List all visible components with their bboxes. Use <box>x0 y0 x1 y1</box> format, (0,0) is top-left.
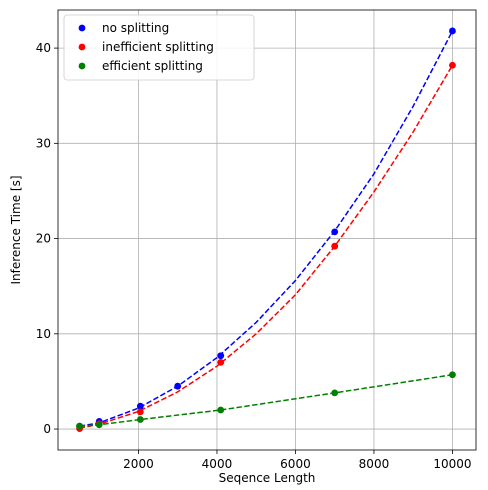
x-tick-label: 2000 <box>123 457 154 471</box>
data-point-series-2 <box>76 422 83 430</box>
legend: no splitting inefficient splitting efficie… <box>63 14 255 81</box>
legend-marker <box>78 62 86 70</box>
y-tick-label: 20 <box>36 232 51 246</box>
data-point-series-0 <box>331 228 339 236</box>
legend-marker <box>78 43 86 51</box>
fit-line-series-1 <box>79 64 454 429</box>
data-point-series-2 <box>449 371 456 379</box>
plot-frame <box>57 9 477 451</box>
data-point-series-2 <box>331 389 339 397</box>
legend-label: no splitting <box>102 21 169 35</box>
y-tick-label: 30 <box>36 136 51 150</box>
legend-marker <box>78 24 86 32</box>
data-point-series-2 <box>136 416 144 423</box>
data-point-series-0 <box>174 382 182 390</box>
data-point-series-1 <box>217 358 225 366</box>
legend-label: inefficient splitting <box>102 40 214 54</box>
y-tick-label: 0 <box>43 422 51 436</box>
grid-layer <box>58 10 476 450</box>
legend-label: efficient splitting <box>102 59 203 73</box>
data-point-series-2 <box>95 421 103 429</box>
fit-line-series-0 <box>79 30 454 427</box>
data-points <box>76 27 456 432</box>
x-axis-label: Seqence Length <box>219 471 316 485</box>
y-tick-label: 40 <box>36 41 51 55</box>
x-tick-label: 10000 <box>433 457 471 471</box>
data-point-series-0 <box>217 352 225 360</box>
y-tick-label: 10 <box>36 327 51 341</box>
y-axis-label: Inference Time [s] <box>9 175 23 284</box>
x-tick-label: 8000 <box>359 457 390 471</box>
data-point-series-1 <box>331 242 339 250</box>
data-point-series-1 <box>136 408 144 416</box>
x-tick-label: 4000 <box>202 457 233 471</box>
fit-lines <box>79 30 454 429</box>
data-point-series-2 <box>217 406 225 414</box>
tick-layer: 2000 4000 6000 8000 10000 0 10 20 30 40 <box>36 41 472 471</box>
data-point-series-1 <box>449 61 456 69</box>
x-tick-label: 6000 <box>280 457 311 471</box>
data-point-series-0 <box>136 402 144 410</box>
legend-box <box>63 14 255 81</box>
data-point-series-0 <box>449 27 456 35</box>
fit-line-series-2 <box>79 374 453 427</box>
